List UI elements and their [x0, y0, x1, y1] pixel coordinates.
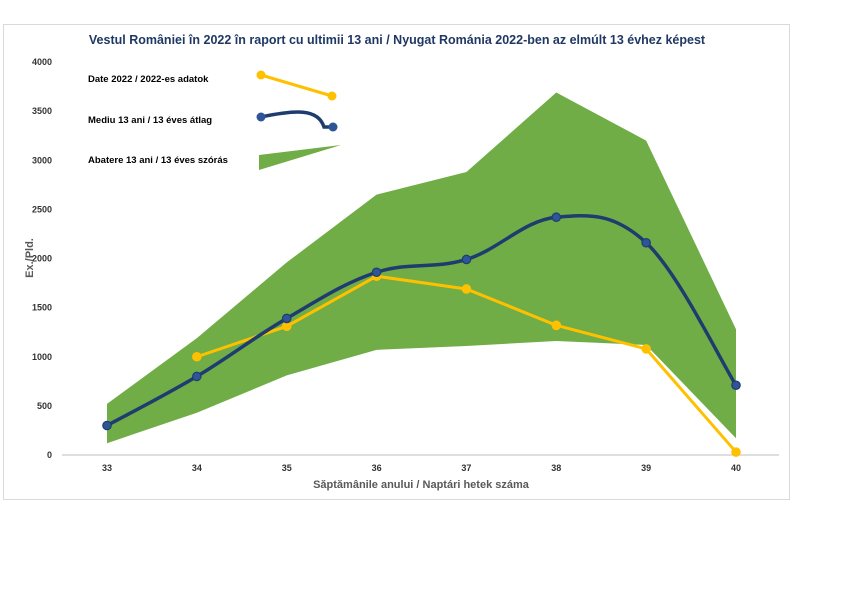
y-tick-label: 2000: [32, 254, 52, 264]
axis-layer: 0 500 1000 1500 2000 2500 3000 3500 4000 33 34 35 36…: [32, 57, 779, 473]
data-2022-point: [551, 320, 562, 331]
average-point: [281, 313, 292, 324]
legend-label-average: Mediu 13 ani / 13 éves átlag: [88, 115, 212, 126]
y-tick-label: 0: [47, 450, 52, 460]
legend-label-2022: Date 2022 / 2022-es adatok: [88, 74, 209, 85]
x-tick-label: 35: [282, 463, 292, 473]
legend-label-deviation: Abatere 13 ani / 13 éves szórás: [88, 155, 228, 166]
legend-marker-average-end: [328, 122, 338, 132]
y-axis-label: Ex./Pld.: [24, 238, 36, 278]
legend-marker-2022-end: [327, 91, 337, 101]
x-tick-label: 38: [551, 463, 561, 473]
average-point: [641, 237, 651, 248]
y-tick-label: 1500: [32, 303, 52, 313]
x-tick-label: 36: [372, 463, 382, 473]
data-2022-point: [731, 447, 741, 457]
average-point: [192, 371, 202, 382]
y-tick-label: 3500: [32, 106, 52, 116]
data-2022-point: [192, 351, 202, 362]
x-tick-label: 37: [461, 463, 471, 473]
x-tick-label: 33: [102, 463, 112, 473]
series-layer: [102, 212, 741, 457]
average-point: [371, 267, 382, 278]
data-2022-point: [641, 344, 651, 354]
legend-marker-2022-start: [256, 70, 266, 80]
data-2022-point: [281, 321, 292, 332]
data-2022-point: [461, 284, 472, 294]
deviation-band: [107, 92, 736, 444]
legend-line-average: [259, 110, 335, 129]
legend-marker-average-start: [256, 112, 266, 122]
x-tick-label: 39: [641, 463, 651, 473]
y-tick-label: 3000: [32, 155, 52, 165]
average-point: [461, 254, 472, 265]
y-tick-label: 500: [37, 401, 52, 411]
x-axis-label: Săptămânile anului / Naptári hetek száma: [313, 479, 530, 491]
x-tick-label: 40: [731, 463, 741, 473]
legend: Date 2022 / 2022-es adatok Mediu 13 ani …: [88, 70, 341, 170]
average-point: [551, 212, 562, 223]
y-tick-label: 1000: [32, 352, 52, 362]
average-point: [731, 380, 741, 391]
deviation-band-layer: [107, 92, 736, 444]
legend-line-2022: [259, 73, 334, 98]
y-tick-label: 4000: [32, 57, 52, 67]
average-point: [102, 420, 112, 431]
chart-title: Vestul României în 2022 în raport cu ult…: [89, 33, 706, 47]
y-tick-label: 2500: [32, 204, 52, 214]
legend-swatch-deviation: [259, 145, 341, 170]
x-tick-label: 34: [192, 463, 202, 473]
